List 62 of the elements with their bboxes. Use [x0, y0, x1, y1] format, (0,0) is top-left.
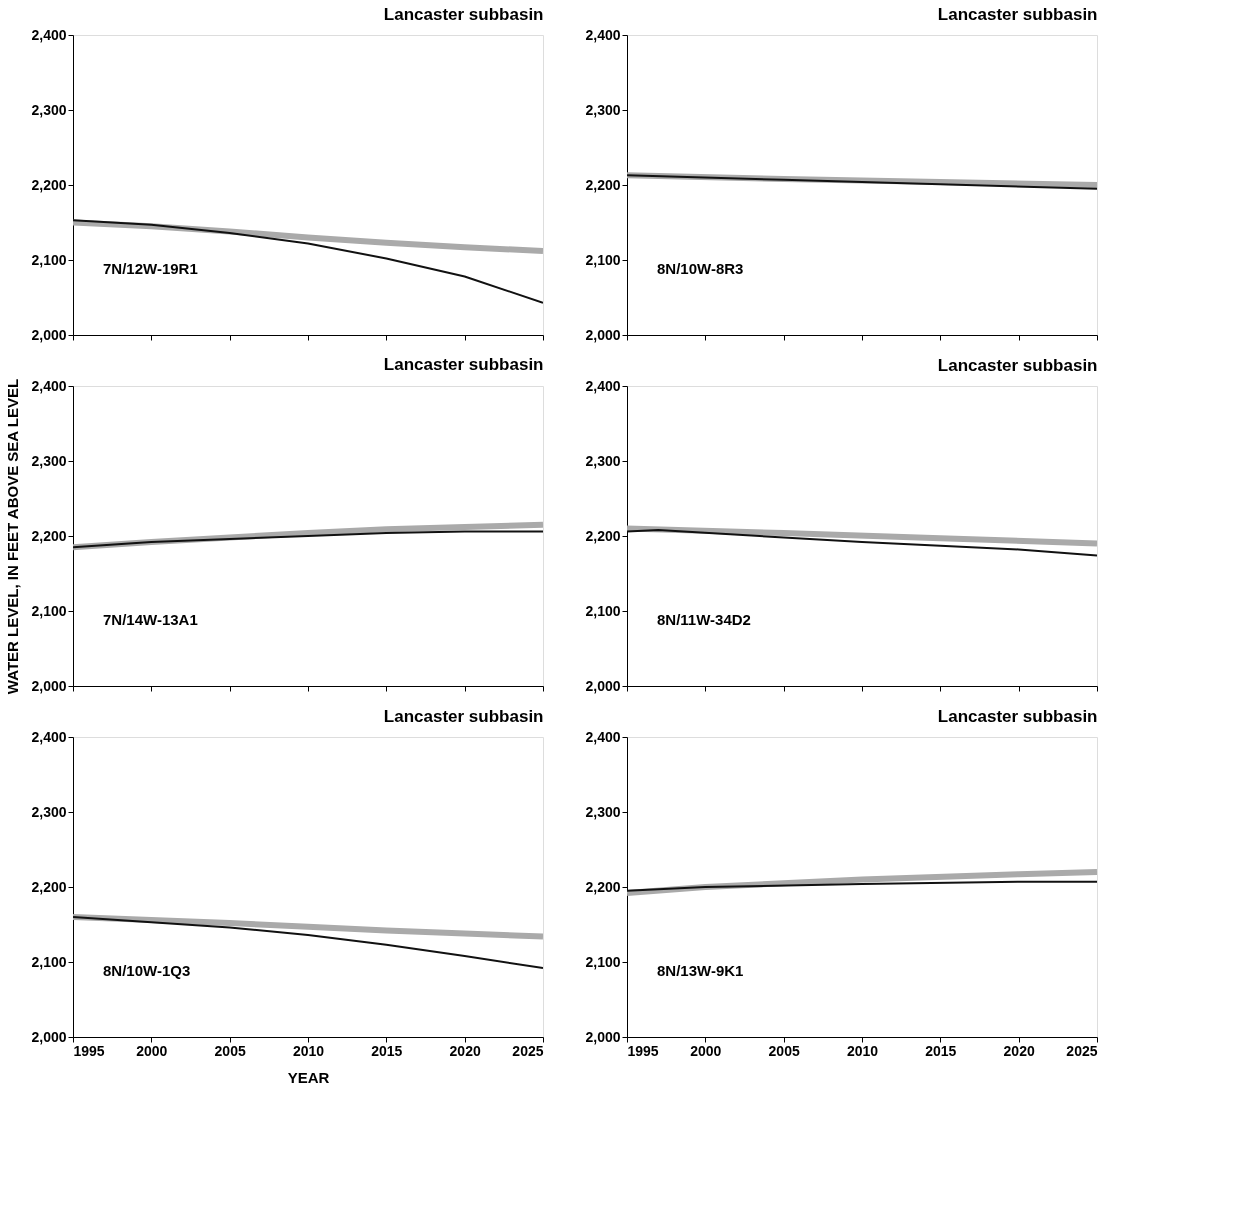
annotation: 8N/10W-1Q3 [103, 962, 191, 979]
x-tick-label: 2020 [449, 1042, 481, 1059]
x-tick-label: 2005 [768, 1042, 800, 1059]
x-tick-label: 2010 [292, 1042, 325, 1059]
annotation: 8N/10W-8R3 [657, 260, 744, 277]
y-tick-label: 2,200 [31, 527, 67, 544]
x-tick-label: 2010 [846, 1042, 879, 1059]
y-tick-label: 2,300 [31, 101, 67, 118]
chart-title: Lancaster subbasin [937, 356, 1098, 375]
y-tick-label: 2,400 [585, 26, 621, 43]
y-tick-label: 2,100 [31, 251, 67, 268]
y-tick-label: 2,000 [31, 1028, 67, 1045]
y-tick-label: 2,100 [585, 953, 621, 970]
y-tick-label: 2,300 [585, 803, 621, 820]
y-tick-label: 2,000 [31, 677, 67, 694]
x-tick-label: 2025 [512, 1042, 544, 1059]
chart-title: Lancaster subbasin [937, 707, 1098, 726]
y-tick-label: 2,000 [585, 326, 621, 343]
y-tick-label: 2,300 [585, 452, 621, 469]
y-tick-label: 2,100 [585, 251, 621, 268]
line-series [627, 529, 1097, 557]
x-tick-label: 2020 [1003, 1042, 1035, 1059]
line-series [73, 530, 543, 549]
line-series [73, 219, 543, 304]
y-tick-label: 2,100 [31, 953, 67, 970]
y-axis-title: WATER LEVEL, IN FEET ABOVE SEA LEVEL [4, 378, 22, 695]
y-tick-label: 2,400 [585, 728, 621, 745]
chart-title: Lancaster subbasin [383, 707, 544, 726]
x-tick-label: 1995 [627, 1042, 659, 1059]
y-tick-label: 2,200 [585, 527, 621, 544]
y-tick-label: 2,200 [31, 878, 67, 895]
chart-title: Lancaster subbasin [937, 5, 1098, 24]
y-tick-label: 2,300 [31, 452, 67, 469]
y-tick-label: 2,000 [31, 326, 67, 343]
y-tick-label: 2,000 [585, 1028, 621, 1045]
annotation: 8N/11W-34D2 [657, 611, 751, 628]
x-tick-label: 1995 [73, 1042, 105, 1059]
y-tick-label: 2,000 [585, 677, 621, 694]
annotation: 7N/14W-13A1 [103, 611, 198, 628]
y-tick-label: 2,200 [585, 878, 621, 895]
y-tick-label: 2,200 [585, 176, 621, 193]
y-tick-label: 2,200 [31, 176, 67, 193]
chart-title: Lancaster subbasin [383, 5, 544, 24]
annotation: 8N/13W-9K1 [657, 962, 744, 979]
y-tick-label: 2,300 [31, 803, 67, 820]
x-tick-label: 2015 [371, 1042, 403, 1059]
y-tick-label: 2,400 [31, 26, 67, 43]
chart-title: Lancaster subbasin [383, 354, 544, 374]
x-axis-title: YEAR [287, 1068, 330, 1086]
x-tick-label: 2005 [214, 1042, 246, 1059]
x-tick-label: 2000 [690, 1042, 722, 1059]
y-tick-label: 2,100 [31, 602, 67, 619]
y-tick-label: 2,300 [585, 101, 621, 118]
y-tick-label: 2,100 [585, 602, 621, 619]
line-series [627, 880, 1097, 892]
x-tick-label: 2015 [925, 1042, 957, 1059]
y-tick-label: 2,400 [585, 377, 621, 394]
x-tick-label: 2025 [1066, 1042, 1098, 1059]
annotation: 7N/12W-19R1 [103, 260, 198, 277]
y-tick-label: 2,400 [31, 728, 67, 745]
y-tick-label: 2,400 [31, 377, 67, 394]
x-tick-label: 2000 [136, 1042, 168, 1059]
